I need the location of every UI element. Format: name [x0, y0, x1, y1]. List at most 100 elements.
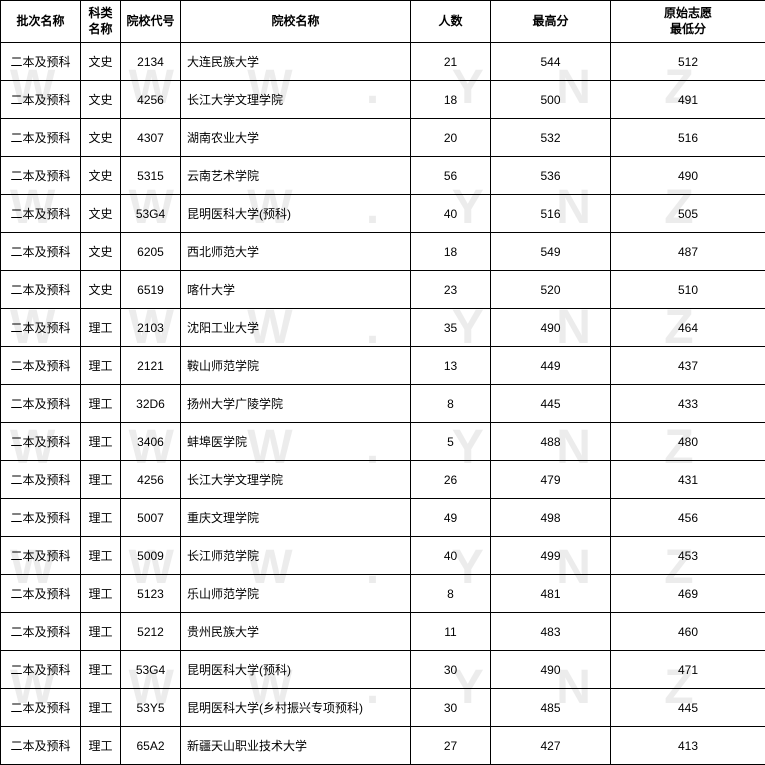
- cell-subject: 文史: [81, 43, 121, 81]
- cell-code: 4256: [121, 81, 181, 119]
- cell-school: 扬州大学广陵学院: [181, 385, 411, 423]
- cell-max: 481: [491, 575, 611, 613]
- cell-min: 437: [611, 347, 765, 385]
- cell-batch: 二本及预科: [1, 461, 81, 499]
- cell-batch: 二本及预科: [1, 499, 81, 537]
- cell-school: 长江大学文理学院: [181, 81, 411, 119]
- cell-batch: 二本及预科: [1, 43, 81, 81]
- cell-max: 485: [491, 689, 611, 727]
- table-row: 二本及预科理工5009长江师范学院40499453: [1, 537, 765, 575]
- cell-school: 喀什大学: [181, 271, 411, 309]
- cell-batch: 二本及预科: [1, 613, 81, 651]
- table-row: 二本及预科理工2121鞍山师范学院13449437: [1, 347, 765, 385]
- cell-school: 长江师范学院: [181, 537, 411, 575]
- cell-code: 2134: [121, 43, 181, 81]
- cell-max: 549: [491, 233, 611, 271]
- cell-code: 65A2: [121, 727, 181, 765]
- cell-school: 乐山师范学院: [181, 575, 411, 613]
- col-code: 院校代号: [121, 1, 181, 43]
- cell-min: 460: [611, 613, 765, 651]
- col-max: 最高分: [491, 1, 611, 43]
- cell-code: 53G4: [121, 651, 181, 689]
- cell-count: 18: [411, 81, 491, 119]
- cell-min: 413: [611, 727, 765, 765]
- cell-code: 6205: [121, 233, 181, 271]
- cell-count: 27: [411, 727, 491, 765]
- cell-school: 鞍山师范学院: [181, 347, 411, 385]
- cell-batch: 二本及预科: [1, 157, 81, 195]
- cell-subject: 理工: [81, 689, 121, 727]
- cell-count: 23: [411, 271, 491, 309]
- cell-subject: 理工: [81, 727, 121, 765]
- cell-subject: 理工: [81, 423, 121, 461]
- cell-count: 11: [411, 613, 491, 651]
- col-subject: 科类名称: [81, 1, 121, 43]
- cell-count: 5: [411, 423, 491, 461]
- cell-batch: 二本及预科: [1, 119, 81, 157]
- cell-min: 471: [611, 651, 765, 689]
- cell-min: 480: [611, 423, 765, 461]
- cell-batch: 二本及预科: [1, 385, 81, 423]
- table-row: 二本及预科文史6205西北师范大学18549487: [1, 233, 765, 271]
- cell-subject: 理工: [81, 613, 121, 651]
- cell-subject: 理工: [81, 651, 121, 689]
- cell-min: 512: [611, 43, 765, 81]
- cell-batch: 二本及预科: [1, 347, 81, 385]
- cell-count: 30: [411, 689, 491, 727]
- cell-max: 488: [491, 423, 611, 461]
- col-count: 人数: [411, 1, 491, 43]
- cell-min: 516: [611, 119, 765, 157]
- cell-count: 49: [411, 499, 491, 537]
- cell-count: 56: [411, 157, 491, 195]
- cell-batch: 二本及预科: [1, 81, 81, 119]
- cell-school: 昆明医科大学(预科): [181, 195, 411, 233]
- cell-batch: 二本及预科: [1, 271, 81, 309]
- cell-school: 新疆天山职业技术大学: [181, 727, 411, 765]
- cell-subject: 文史: [81, 157, 121, 195]
- cell-max: 520: [491, 271, 611, 309]
- cell-batch: 二本及预科: [1, 727, 81, 765]
- cell-school: 昆明医科大学(预科): [181, 651, 411, 689]
- score-table: 批次名称 科类名称 院校代号 院校名称 人数 最高分 原始志愿最低分 二本及预科…: [0, 0, 765, 765]
- cell-subject: 理工: [81, 537, 121, 575]
- cell-subject: 理工: [81, 309, 121, 347]
- cell-min: 445: [611, 689, 765, 727]
- cell-min: 469: [611, 575, 765, 613]
- cell-batch: 二本及预科: [1, 575, 81, 613]
- cell-max: 498: [491, 499, 611, 537]
- table-row: 二本及预科理工2103沈阳工业大学35490464: [1, 309, 765, 347]
- cell-subject: 理工: [81, 461, 121, 499]
- cell-school: 沈阳工业大学: [181, 309, 411, 347]
- cell-max: 449: [491, 347, 611, 385]
- cell-max: 500: [491, 81, 611, 119]
- cell-code: 5212: [121, 613, 181, 651]
- cell-subject: 理工: [81, 347, 121, 385]
- table-row: 二本及预科文史5315云南艺术学院56536490: [1, 157, 765, 195]
- table-row: 二本及预科理工53G4昆明医科大学(预科)30490471: [1, 651, 765, 689]
- cell-code: 32D6: [121, 385, 181, 423]
- cell-max: 536: [491, 157, 611, 195]
- table-row: 二本及预科理工3406蚌埠医学院5488480: [1, 423, 765, 461]
- cell-batch: 二本及预科: [1, 537, 81, 575]
- table-row: 二本及预科理工5123乐山师范学院8481469: [1, 575, 765, 613]
- cell-min: 453: [611, 537, 765, 575]
- cell-school: 大连民族大学: [181, 43, 411, 81]
- table-row: 二本及预科理工32D6扬州大学广陵学院8445433: [1, 385, 765, 423]
- col-school: 院校名称: [181, 1, 411, 43]
- cell-subject: 文史: [81, 119, 121, 157]
- cell-max: 516: [491, 195, 611, 233]
- cell-min: 510: [611, 271, 765, 309]
- cell-batch: 二本及预科: [1, 233, 81, 271]
- cell-code: 5007: [121, 499, 181, 537]
- cell-school: 长江大学文理学院: [181, 461, 411, 499]
- table-row: 二本及预科理工5007重庆文理学院49498456: [1, 499, 765, 537]
- cell-code: 4307: [121, 119, 181, 157]
- cell-count: 20: [411, 119, 491, 157]
- table-row: 二本及预科理工5212贵州民族大学11483460: [1, 613, 765, 651]
- cell-subject: 文史: [81, 233, 121, 271]
- cell-min: 491: [611, 81, 765, 119]
- table-row: 二本及预科理工65A2新疆天山职业技术大学27427413: [1, 727, 765, 765]
- table-row: 二本及预科理工53Y5昆明医科大学(乡村振兴专项预科)30485445: [1, 689, 765, 727]
- cell-max: 544: [491, 43, 611, 81]
- table-row: 二本及预科文史6519喀什大学23520510: [1, 271, 765, 309]
